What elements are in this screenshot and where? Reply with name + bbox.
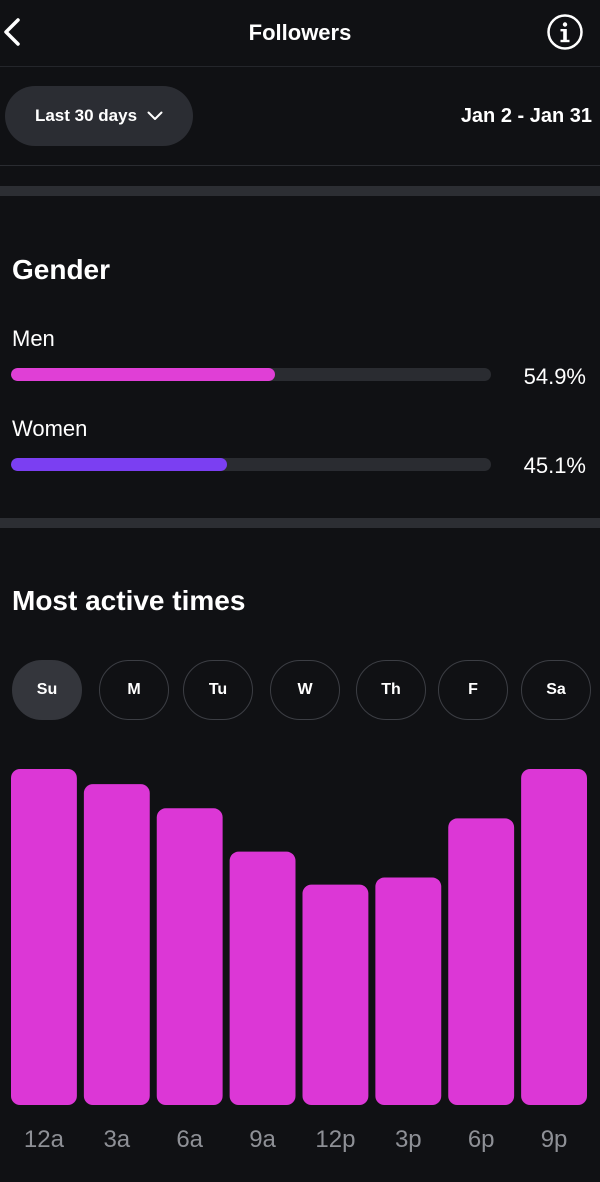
date-range-dropdown-label: Last 30 days [34,106,138,125]
page-title: Followers [248,20,352,45]
day-tab-label: F [468,681,478,698]
gender-label-women: Women [12,416,88,441]
day-tab-tu[interactable]: Tu [183,660,253,720]
day-tab-label: Th [381,681,401,698]
active-times-chart: 12a 3a 6a 9a 12p 3p 6p 9p [11,769,587,1153]
bar-12p [302,884,369,1105]
gender-value-women: 45.1% [523,453,586,478]
x-tick-label: 9a [249,1126,276,1153]
day-tab-label: Sa [546,681,566,698]
top-bar: Followers [0,0,600,67]
date-range-text: Jan 2 - Jan 31 [460,105,592,127]
bar-6p [448,818,515,1105]
x-tick-label: 9p [541,1126,568,1153]
gender-bar-women-fill [11,458,228,471]
chevron-left-icon[interactable] [0,14,30,50]
day-tab-sa[interactable]: Sa [521,660,591,720]
day-tab-su[interactable]: Su [12,660,82,720]
chevron-down-icon [147,111,163,120]
gender-heading: Gender [12,254,111,285]
gender-label-men: Men [12,326,55,351]
gender-bar-women [11,458,491,471]
x-tick-label: 3p [395,1126,422,1153]
x-tick-label: 12a [24,1126,65,1153]
day-tab-label: Tu [208,681,228,698]
most-active-heading: Most active times [12,585,246,616]
gender-bar-men [11,368,491,381]
day-tab-label: Su [36,681,58,698]
bar-9p [521,769,587,1105]
bar-9a [229,851,296,1105]
bar-3a [83,784,150,1105]
day-tab-label: W [297,681,313,698]
day-tab-w[interactable]: W [270,660,340,720]
x-tick-label: 6a [176,1126,203,1153]
bar-6a [156,808,223,1105]
filter-bar: Last 30 days Jan 2 - Jan 31 [0,67,600,166]
gender-bar-men-fill [11,368,275,381]
section-divider [0,518,600,528]
date-range-dropdown[interactable]: Last 30 days [5,86,193,146]
day-tab-th[interactable]: Th [356,660,426,720]
x-tick-label: 3a [103,1126,130,1153]
x-tick-label: 12p [315,1126,355,1153]
day-tab-label: M [127,681,141,698]
bar-3p [375,877,442,1105]
gender-value-men: 54.9% [523,364,586,389]
day-selector: Su M Tu W Th F Sa [0,660,600,724]
x-tick-label: 6p [468,1126,495,1153]
info-icon[interactable] [546,13,584,51]
day-tab-m[interactable]: M [99,660,169,720]
day-tab-f[interactable]: F [438,660,508,720]
bar-12a [11,769,77,1105]
section-divider [0,186,600,196]
